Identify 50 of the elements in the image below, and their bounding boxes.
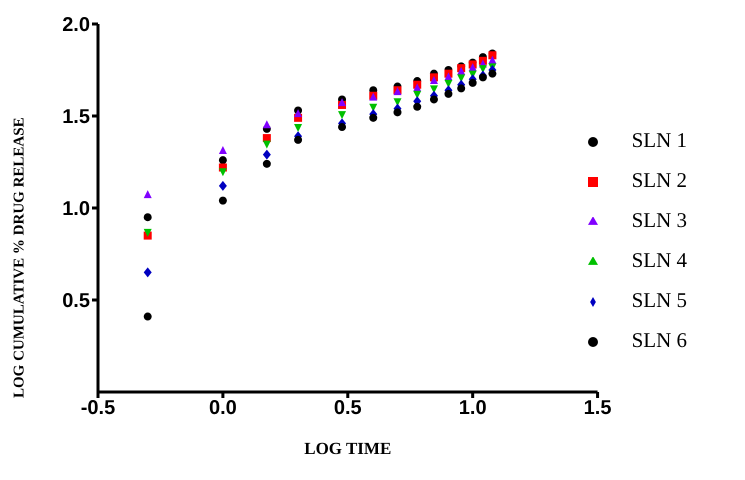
- point: [338, 98, 346, 106]
- point: [218, 180, 227, 191]
- point: [218, 168, 227, 176]
- point: [457, 84, 466, 92]
- point: [144, 190, 152, 198]
- point: [144, 213, 152, 222]
- legend-label: SLN 6: [632, 328, 687, 352]
- point: [294, 136, 302, 144]
- point: [294, 124, 302, 132]
- point: [468, 78, 477, 87]
- point: [262, 120, 271, 128]
- point: [457, 66, 466, 75]
- y-tick-label: 0.5: [62, 290, 90, 312]
- point: [444, 72, 452, 80]
- point: [478, 73, 487, 82]
- legend-label: SLN 3: [632, 208, 687, 232]
- point: [393, 108, 402, 116]
- point: [144, 267, 152, 278]
- point: [218, 146, 227, 154]
- point: [144, 228, 152, 237]
- x-axis-title: LOG TIME: [304, 439, 392, 458]
- legend-label: SLN 2: [632, 168, 687, 192]
- point: [430, 76, 438, 84]
- point: [413, 102, 422, 111]
- x-tick-label: 0.5: [334, 397, 362, 420]
- point: [218, 156, 227, 164]
- point: [444, 90, 452, 98]
- x-tick-label: 1.0: [458, 397, 487, 420]
- point: [262, 150, 271, 160]
- legend-label: SLN 5: [632, 288, 687, 312]
- y-tick-label: 2.0: [62, 14, 90, 36]
- point: [430, 95, 438, 104]
- x-tick-label: 0.0: [208, 397, 237, 420]
- point: [218, 196, 227, 205]
- point: [294, 109, 302, 118]
- point: [262, 160, 271, 168]
- y-tick-label: 1.5: [62, 106, 90, 128]
- point: [338, 123, 346, 132]
- legend-label: SLN 1: [632, 128, 687, 152]
- point: [369, 114, 378, 122]
- point: [488, 56, 496, 64]
- point: [144, 312, 152, 321]
- y-axis-title: LOG CUMULATIVE % DRUG RELEASE: [11, 117, 28, 398]
- point: [338, 111, 346, 120]
- x-tick-label: 1.5: [584, 397, 612, 420]
- point: [262, 140, 271, 149]
- x-tick-label: -0.5: [80, 397, 116, 420]
- legend-label: SLN 4: [632, 248, 687, 272]
- point: [488, 70, 496, 78]
- y-tick-label: 1.0: [62, 198, 90, 220]
